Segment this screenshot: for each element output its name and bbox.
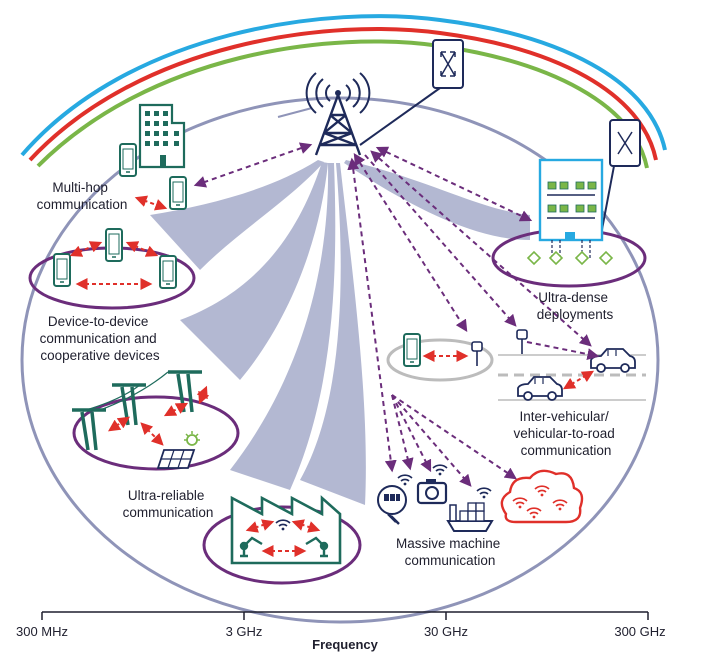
phone-icon [105,228,123,262]
phone-icon [403,333,421,367]
smart-meter-icon [377,485,407,525]
factory-ellipse [202,505,362,585]
wifi-icon [397,474,413,487]
relay-box-icon [599,119,641,241]
ultra-reliable-label: Ultra-reliable communication [123,488,214,520]
tower-icon [305,72,371,156]
beams [150,160,530,505]
frequency-axis: 300 MHz 3 GHz 30 GHz 300 GHz Frequency [16,611,666,652]
tower-backhaul-line [277,107,313,118]
car-icon [517,376,563,401]
v2v-arrow [562,370,595,390]
phone-icon [169,176,187,210]
frequency-band-arcs [20,14,667,169]
axis-tick-label: 3 GHz [226,624,263,639]
robot-arm-icon [239,536,329,558]
multihop-link-arrow [134,195,168,211]
solar-panel-icon [156,431,200,469]
building-icon [526,158,614,266]
sensor-icon [471,341,483,367]
wifi-icon [476,487,492,500]
ultra-reliable-arrows [108,385,210,446]
car-icon [590,348,636,373]
ultra-dense-label: Ultra-dense deployments [537,290,614,322]
vehicular-label: Inter-vehicular/ vehicular-to-road commu… [513,409,618,458]
phone-icon [53,253,71,287]
d2d-arrows [69,241,159,290]
sensor-icon [516,329,528,355]
cloud-icon [500,469,584,524]
relay-box-icon [359,39,464,146]
building-icon [138,103,186,169]
axis-title: Frequency [312,637,379,652]
camera-icon [416,479,448,505]
massive-machine-label: Massive machine communication [396,536,504,568]
axis-tick-label: 300 MHz [16,624,68,639]
power-pylon-icon [72,370,202,451]
phone-icon [119,143,137,177]
multihop-label: Multi-hop communication [37,180,128,212]
wifi-icon [432,464,448,477]
ultra-reliable-ellipse [72,395,240,471]
factory-icon [230,495,342,565]
factory-arrows [245,519,321,557]
ship-icon [446,502,494,532]
phone-icon [159,255,177,289]
axis-tick-label: 30 GHz [424,624,468,639]
d2d-label: Device-to-device communication and coope… [40,314,161,363]
axis-tick-label: 300 GHz [614,624,665,639]
tower-links [193,142,600,487]
